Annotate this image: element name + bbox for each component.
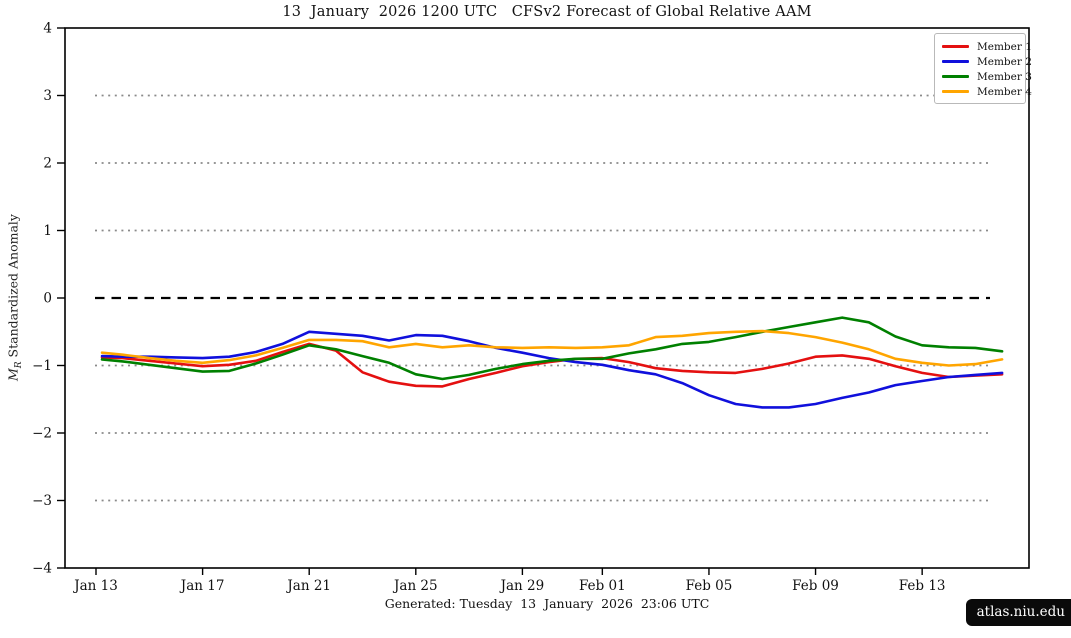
y-tick-label: −4 <box>32 561 52 577</box>
x-tick-label: Feb 05 <box>686 578 733 594</box>
x-tick-label: Feb 01 <box>579 578 626 594</box>
y-tick-label: 2 <box>43 156 52 172</box>
legend-item-member-2: Member 2 <box>942 54 1032 69</box>
y-tick-label: 4 <box>43 21 52 37</box>
y-tick-label: 3 <box>43 88 52 104</box>
x-tick-label: Jan 13 <box>72 578 118 594</box>
generated-timestamp: Generated: Tuesday 13 January 2026 23:06… <box>384 596 710 611</box>
y-tick-label: −3 <box>32 493 52 509</box>
y-tick-label: −2 <box>32 426 52 442</box>
x-tick-label: Jan 17 <box>179 578 225 594</box>
series-line-member-2 <box>100 330 1004 409</box>
legend-label-member-3: Member 3 <box>977 70 1032 83</box>
x-tick-label: Feb 13 <box>899 578 946 594</box>
legend-swatch-member-3 <box>942 75 969 78</box>
y-tick-label: 1 <box>43 223 52 239</box>
atlas-niu-edu-badge: atlas.niu.edu <box>965 599 1071 626</box>
legend-label-member-1: Member 1 <box>977 40 1032 53</box>
legend-item-member-4: Member 4 <box>942 84 1032 99</box>
legend-label-member-4: Member 4 <box>977 85 1032 98</box>
legend-swatch-member-1 <box>942 45 969 48</box>
x-tick-label: Jan 21 <box>285 578 331 594</box>
legend: Member 1 Member 2 Member 3 Member 4 <box>934 33 1032 104</box>
legend-swatch-member-4 <box>942 90 969 93</box>
y-tick-label: −1 <box>32 358 52 374</box>
x-tick-label: Jan 29 <box>499 578 545 594</box>
series-line-member-3 <box>100 316 1004 381</box>
legend-swatch-member-2 <box>942 60 969 63</box>
x-tick-label: Feb 09 <box>792 578 839 594</box>
legend-item-member-3: Member 3 <box>942 69 1032 84</box>
legend-label-member-2: Member 2 <box>977 55 1032 68</box>
y-tick-label: 0 <box>43 291 52 307</box>
series-line-member-4 <box>100 329 1004 367</box>
x-tick-label: Jan 25 <box>392 578 438 594</box>
chart-title: 13 January 2026 1200 UTC CFSv2 Forecast … <box>282 4 812 20</box>
legend-item-member-1: Member 1 <box>942 39 1032 54</box>
